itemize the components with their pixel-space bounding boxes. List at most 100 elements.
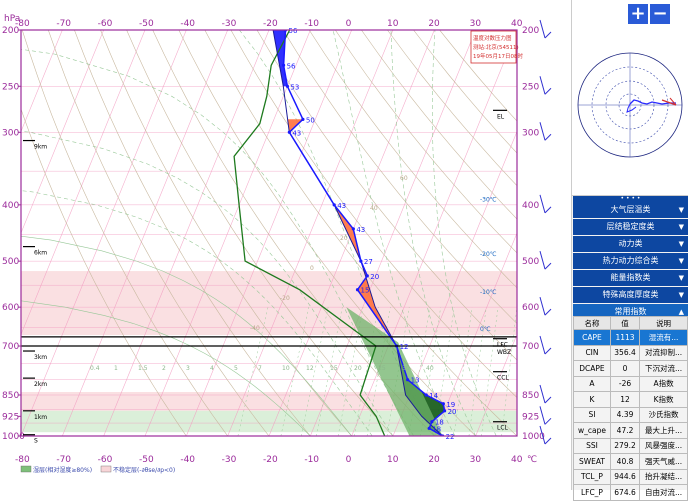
level-label: WBZ [497, 349, 511, 356]
mixing-ratio-label: 10 [282, 365, 290, 372]
isotherm-label: -30℃ [480, 197, 497, 204]
table-cell-value: 1113 [609, 329, 641, 346]
info-box [470, 30, 517, 64]
chevron-down-icon: ▼ [678, 240, 684, 248]
cape-area [287, 119, 395, 343]
mixing-ratio-line [280, 307, 310, 436]
category-item[interactable]: 能量指数类 ▼ [573, 270, 688, 286]
mixing-ratio-line [453, 307, 473, 436]
legend-swatch [20, 465, 32, 473]
temp-tick-label-bottom: 40 [511, 455, 523, 465]
dry-adiabat-label: 60 [400, 175, 408, 182]
table-row[interactable]: SWEAT 40.8 强天气威... [573, 453, 688, 470]
isotherm-line [475, 333, 517, 436]
temp-tick-label-bottom: 10 [387, 455, 399, 465]
mixing-ratio-label: 1 [114, 365, 118, 372]
category-item[interactable]: 特殊高度厚度类 ▼ [573, 287, 688, 303]
hodograph [577, 52, 683, 158]
plot-frame [20, 29, 518, 437]
isotherm-label: -10℃ [480, 289, 497, 296]
shaded-band [21, 410, 517, 433]
height-label: 6km [34, 250, 47, 257]
temp-tick-label-top: -60 [98, 19, 113, 29]
temperature-label: 43 [356, 226, 365, 234]
table-row[interactable]: SSI 279.2 风暴强度... [573, 437, 688, 454]
table-cell-name: A [573, 375, 611, 392]
mixing-ratio-line [237, 307, 269, 436]
cin-area [394, 342, 445, 436]
temperature-label: 56 [289, 27, 298, 35]
dry-adiabat-line [21, 108, 187, 436]
zoom-in-button[interactable]: + [628, 4, 648, 24]
category-item[interactable]: 热力动力综合类 ▼ [573, 253, 688, 269]
temp-tick-label-top: -20 [263, 19, 278, 29]
splitter-handle[interactable]: • • • • [573, 196, 688, 202]
temperature-label: 50 [306, 116, 315, 124]
temp-tick-label-bottom: -30 [222, 455, 237, 465]
isotherm-label: 0℃ [480, 326, 491, 333]
wind-barb-flag [544, 133, 552, 141]
dry-adiabat-line [21, 30, 228, 436]
table-row[interactable]: TCL_P 944.6 抬升凝结... [573, 468, 688, 485]
wind-barb-flag [544, 437, 552, 445]
temperature-point [406, 378, 410, 382]
isotherm-line [21, 30, 146, 336]
table-row[interactable]: A -26 A指数 [573, 375, 688, 392]
table-cell-name: TCL_P [573, 468, 611, 485]
table-row[interactable]: CAPE 1113 湿流有... [573, 329, 688, 346]
table-cell-desc: 下沉对流... [639, 360, 688, 377]
temp-tick-label-top: 20 [428, 19, 440, 29]
height-label: 9km [34, 144, 47, 151]
temperature-point [281, 63, 286, 67]
table-cell-value: 279.2 [609, 437, 641, 454]
table-cell-name: CAPE [573, 329, 611, 346]
legend-label: 不稳定层(-∂θse/∂p<0) [113, 466, 175, 474]
table-row[interactable]: LFC_P 674.6 自由对流... [573, 484, 688, 501]
category-item[interactable]: 大气层温类 ▼ [573, 202, 688, 218]
temp-tick-label-top: 40 [511, 19, 523, 29]
temperature-point [424, 393, 428, 397]
pressure-tick-label-right: 300 [522, 128, 539, 138]
category-item[interactable]: 动力类 ▼ [573, 236, 688, 252]
temp-tick-label-top: 0 [346, 19, 352, 29]
temp-tick-label-top: -40 [180, 19, 195, 29]
zoom-out-button[interactable]: − [650, 4, 670, 24]
table-row[interactable]: w_cape 47.2 最大上升... [573, 422, 688, 439]
temperature-point [427, 426, 431, 430]
upper-area [273, 30, 288, 87]
info-box-time: 19年05月17日08时 [473, 52, 523, 60]
dry-adiabat-line [178, 30, 476, 436]
table-cell-desc: 最大上升... [639, 422, 688, 439]
category-item[interactable]: 层结稳定度类 ▼ [573, 219, 688, 235]
isotherm-line [62, 30, 228, 436]
temperature-point [301, 117, 305, 121]
isotherm-line [186, 30, 352, 436]
wind-barb-flag [544, 308, 552, 316]
pressure-tick-label-right: 1000 [522, 432, 545, 442]
table-row[interactable]: K 12 K指数 [573, 391, 688, 408]
wind-barb-flag [544, 396, 552, 404]
column-header-name[interactable]: 名称 [573, 316, 611, 330]
wind-barb-flag [544, 262, 552, 270]
temperature-line [282, 30, 446, 436]
table-cell-value: 12 [609, 391, 641, 408]
category-label: 特殊高度厚度类 [602, 290, 659, 299]
chevron-down-icon: ▼ [678, 291, 684, 299]
pressure-tick-label-left: 500 [2, 257, 19, 267]
pressure-tick-label-left: 700 [2, 342, 19, 352]
table-row[interactable]: SI 4.39 沙氏指数 [573, 406, 688, 423]
wind-barb-flag [544, 31, 552, 39]
table-row[interactable]: CIN 356.4 对流抑制... [573, 344, 688, 361]
column-header-desc[interactable]: 说明 [639, 316, 688, 330]
pressure-tick-label-left: 200 [2, 26, 19, 36]
pressure-tick-label-right: 500 [522, 257, 539, 267]
table-row[interactable]: DCAPE 0 下沉对流... [573, 360, 688, 377]
height-label: 1km [34, 414, 47, 421]
temperature-point [351, 227, 355, 231]
mixing-ratio-line [353, 307, 379, 436]
wind-barb [539, 425, 546, 445]
column-header-value[interactable]: 值 [609, 316, 641, 330]
dewpoint-line [233, 30, 386, 436]
dry-adiabat-line [256, 30, 517, 361]
table-cell-name: K [573, 391, 611, 408]
